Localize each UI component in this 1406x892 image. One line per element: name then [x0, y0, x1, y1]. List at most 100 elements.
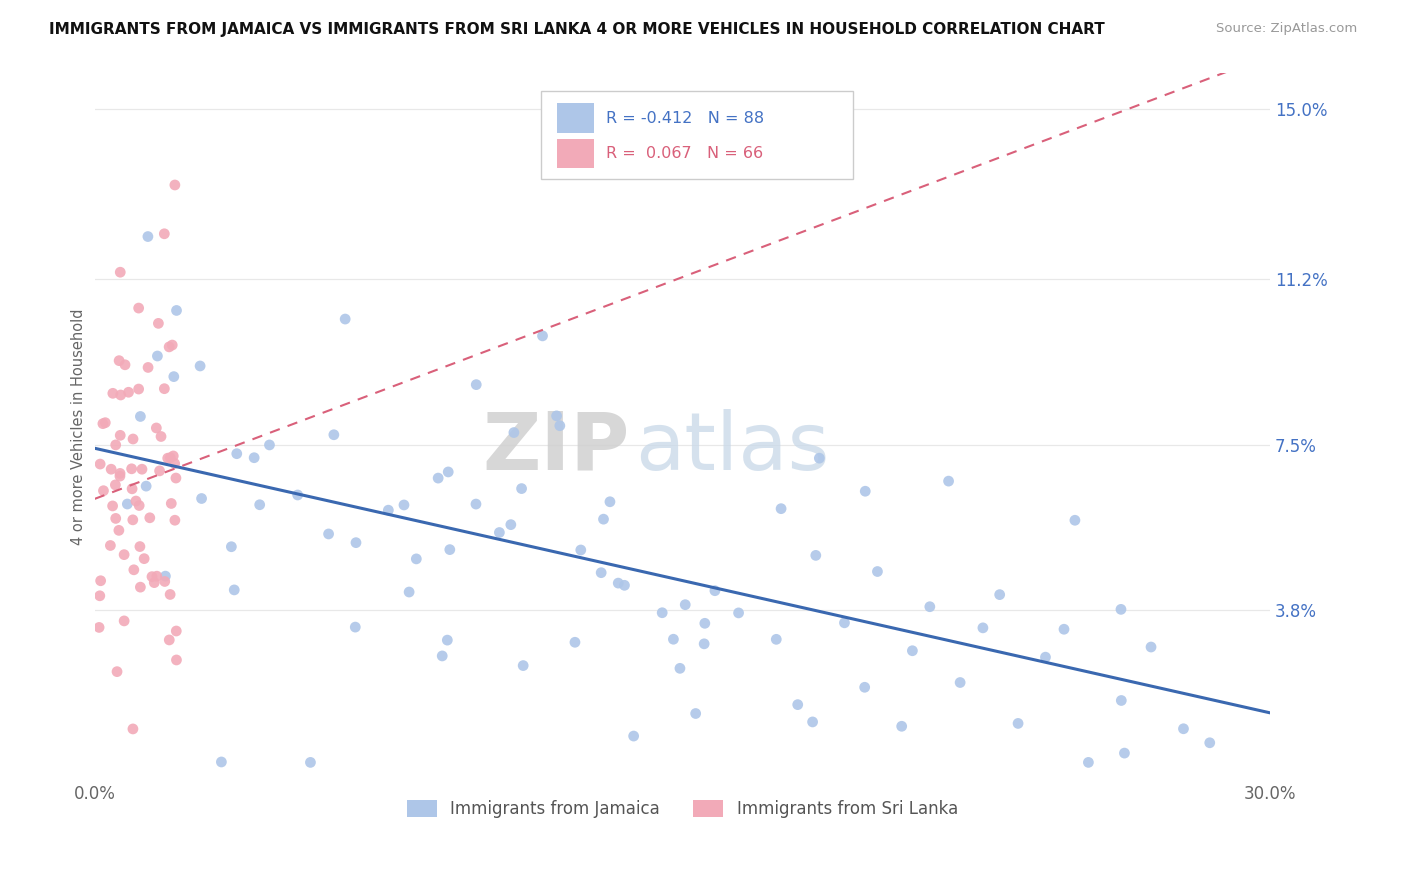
Point [128, 301, 150, 315]
Point [890, 719, 912, 733]
Point [149, 464, 172, 478]
Point [344, 620, 367, 634]
Point [1198, 736, 1220, 750]
Point [108, 524, 131, 538]
Point [344, 535, 367, 549]
Point [131, 462, 153, 476]
Point [166, 653, 188, 667]
Point [607, 576, 630, 591]
Point [988, 588, 1011, 602]
Point [143, 575, 166, 590]
Point [139, 510, 162, 524]
Point [465, 377, 488, 392]
Point [335, 312, 357, 326]
Point [155, 569, 177, 583]
Point [136, 360, 159, 375]
Point [398, 585, 420, 599]
Point [1064, 513, 1087, 527]
Point [91, 417, 114, 431]
Point [1111, 693, 1133, 707]
Point [786, 698, 808, 712]
Point [901, 644, 924, 658]
Point [89, 457, 111, 471]
Point [153, 382, 176, 396]
Point [128, 382, 150, 396]
Point [157, 340, 180, 354]
Point [209, 755, 232, 769]
Point [703, 583, 725, 598]
Point [765, 632, 787, 647]
Point [949, 675, 972, 690]
Point [121, 513, 143, 527]
Point [110, 428, 132, 442]
Point [866, 565, 889, 579]
Point [592, 512, 614, 526]
Point [693, 637, 716, 651]
Point [188, 359, 211, 373]
FancyBboxPatch shape [557, 103, 595, 133]
Point [159, 450, 181, 465]
Point [128, 499, 150, 513]
Point [938, 474, 960, 488]
Point [510, 482, 533, 496]
Point [163, 369, 186, 384]
Point [804, 549, 827, 563]
Point [1035, 650, 1057, 665]
Point [129, 580, 152, 594]
Point [591, 566, 613, 580]
Point [808, 451, 831, 466]
Point [145, 421, 167, 435]
Point [377, 503, 399, 517]
Point [437, 465, 460, 479]
Point [548, 418, 571, 433]
Point [287, 488, 309, 502]
Point [1173, 722, 1195, 736]
Point [163, 457, 186, 471]
Point [87, 620, 110, 634]
Y-axis label: 4 or more Vehicles in Household: 4 or more Vehicles in Household [72, 309, 86, 545]
Point [163, 178, 186, 192]
Point [651, 606, 673, 620]
Point [122, 432, 145, 446]
Point [122, 563, 145, 577]
Point [190, 491, 212, 506]
Point [427, 471, 450, 485]
Point [599, 495, 621, 509]
Point [225, 447, 247, 461]
Point [249, 498, 271, 512]
Point [136, 229, 159, 244]
Point [125, 494, 148, 508]
Text: Source: ZipAtlas.com: Source: ZipAtlas.com [1216, 22, 1357, 36]
Point [693, 616, 716, 631]
FancyBboxPatch shape [557, 139, 595, 169]
Point [108, 467, 131, 481]
Point [135, 479, 157, 493]
Point [100, 539, 122, 553]
Point [853, 680, 876, 694]
Point [141, 569, 163, 583]
Point [259, 438, 281, 452]
Point [101, 386, 124, 401]
Text: atlas: atlas [636, 409, 830, 487]
Point [108, 469, 131, 483]
Point [770, 501, 793, 516]
Point [224, 582, 246, 597]
Point [564, 635, 586, 649]
Point [405, 552, 427, 566]
Point [685, 706, 707, 721]
Point [623, 729, 645, 743]
Point [159, 587, 181, 601]
Point [114, 358, 136, 372]
Point [1077, 756, 1099, 770]
Point [104, 511, 127, 525]
Point [1007, 716, 1029, 731]
Point [153, 574, 176, 589]
Point [93, 483, 115, 498]
Point [972, 621, 994, 635]
Point [669, 661, 692, 675]
Point [165, 471, 187, 485]
Point [1114, 746, 1136, 760]
Point [110, 265, 132, 279]
Point [392, 498, 415, 512]
Point [436, 633, 458, 648]
